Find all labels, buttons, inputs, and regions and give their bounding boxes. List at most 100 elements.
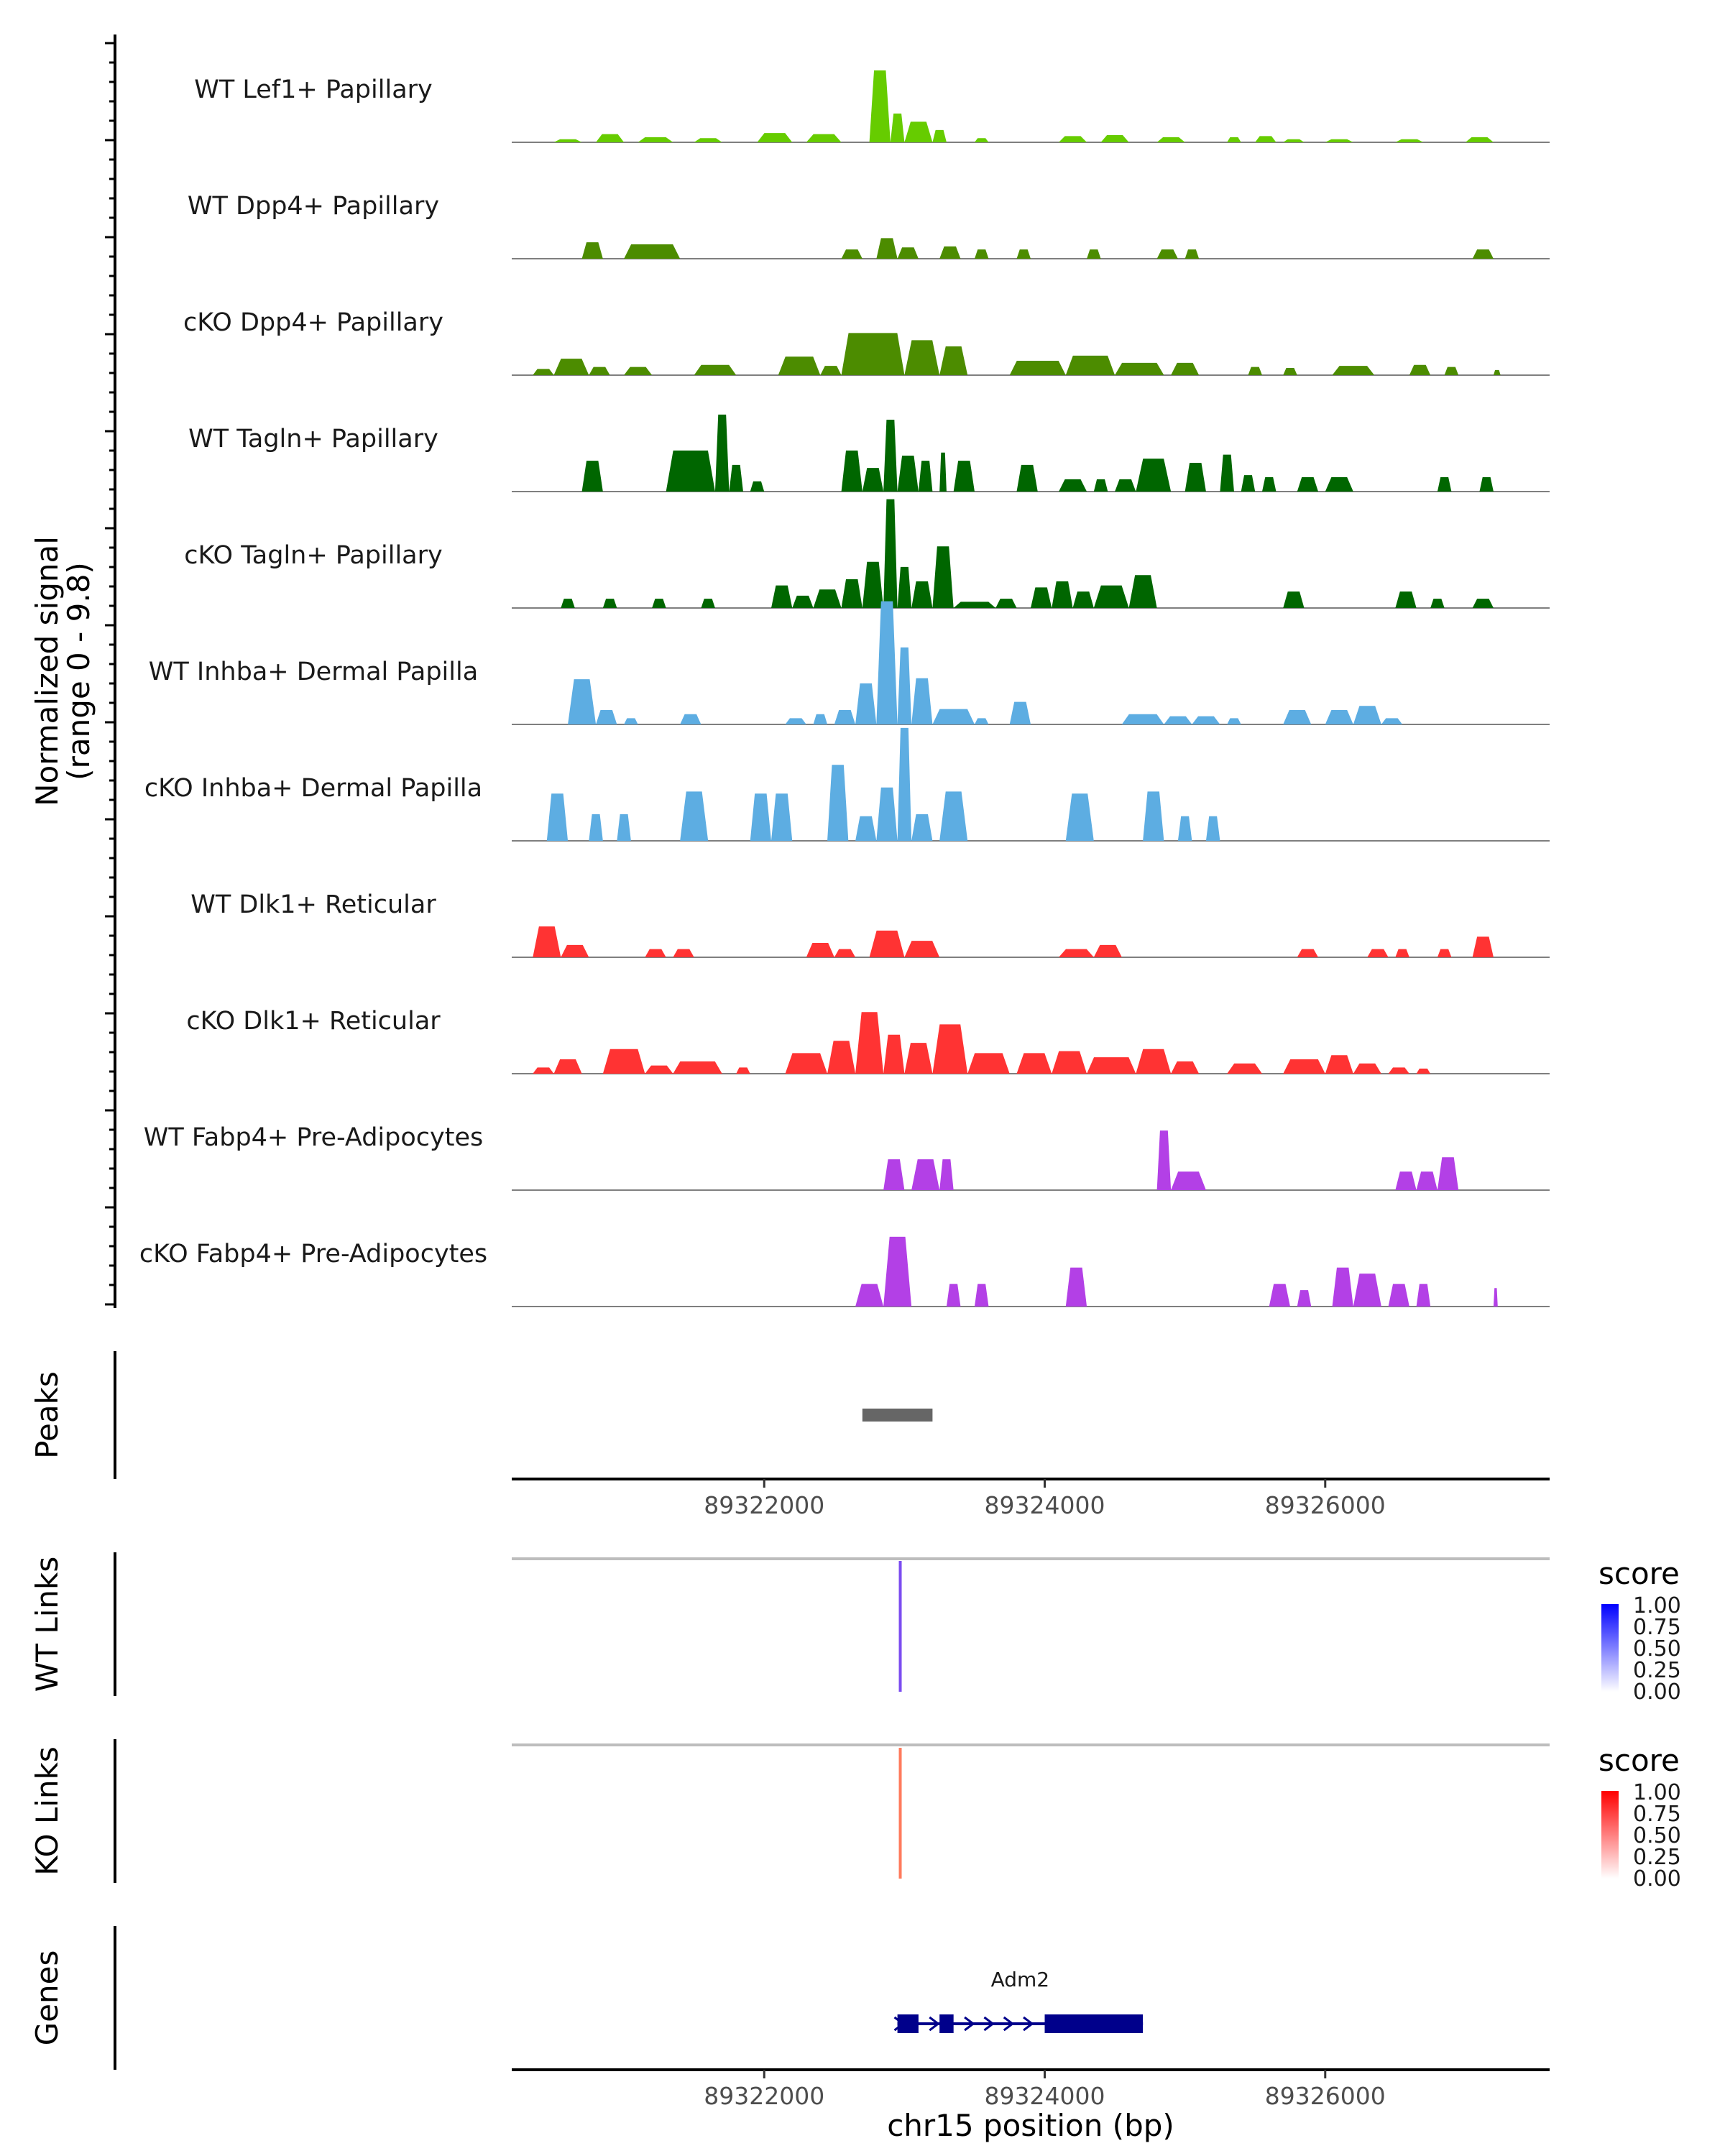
signal-peak bbox=[1171, 1171, 1206, 1190]
signal-peak bbox=[757, 133, 793, 142]
gene-name-label: Adm2 bbox=[991, 1968, 1050, 1991]
x-tick-label: 89322000 bbox=[704, 2082, 824, 2110]
signal-peak bbox=[904, 121, 933, 142]
track-label: WT Lef1+ Papillary bbox=[194, 75, 433, 104]
signal-peak bbox=[1416, 1171, 1438, 1190]
signal-peak bbox=[1227, 718, 1241, 724]
signal-peak bbox=[841, 249, 862, 259]
coverage-track: WT Dpp4+ Papillary bbox=[188, 192, 1550, 259]
ko-legend-title: score bbox=[1598, 1743, 1680, 1778]
gene-exon bbox=[1044, 2014, 1144, 2033]
signal-peak bbox=[680, 791, 709, 841]
signal-peak bbox=[862, 468, 884, 492]
signal-peak bbox=[827, 1041, 856, 1074]
signal-peak bbox=[813, 714, 828, 724]
signal-peak bbox=[581, 242, 603, 259]
signal-peak bbox=[553, 139, 582, 142]
signal-peak bbox=[939, 346, 968, 375]
signal-peak bbox=[904, 340, 940, 375]
signal-peak bbox=[1087, 1057, 1136, 1074]
signal-peak bbox=[1156, 137, 1185, 142]
signal-peak bbox=[806, 943, 834, 957]
wt-legend-title: score bbox=[1598, 1556, 1680, 1591]
signal-peak bbox=[714, 414, 730, 492]
signal-peak bbox=[855, 1284, 884, 1307]
signal-peak bbox=[1430, 599, 1445, 608]
signal-peak bbox=[1052, 1051, 1087, 1074]
signal-peak bbox=[939, 452, 947, 492]
signal-peak bbox=[1395, 1171, 1417, 1190]
signal-peak bbox=[1156, 249, 1178, 259]
signal-peak bbox=[750, 481, 765, 492]
signal-peak bbox=[939, 1159, 954, 1190]
signal-peak bbox=[673, 1061, 722, 1074]
signal-peak bbox=[1072, 591, 1094, 608]
signal-peak bbox=[967, 1053, 1010, 1074]
peak-region bbox=[862, 1409, 933, 1422]
wt-legend-tick: 0.75 bbox=[1633, 1615, 1681, 1640]
signal-peak bbox=[1205, 816, 1220, 841]
signal-peak bbox=[1059, 479, 1087, 492]
signal-peak bbox=[1192, 716, 1220, 724]
signal-peak bbox=[1115, 362, 1164, 375]
signal-peak bbox=[883, 420, 898, 492]
signal-peak bbox=[1332, 1267, 1353, 1307]
coverage-track: WT Inhba+ Dermal Papilla bbox=[149, 601, 1550, 725]
signal-peak bbox=[1269, 1284, 1290, 1307]
strand-arrow bbox=[929, 2016, 940, 2032]
signal-peak bbox=[645, 1065, 673, 1074]
signal-peak bbox=[1177, 816, 1192, 841]
x-tick-label: 89324000 bbox=[985, 2082, 1105, 2110]
signal-peak bbox=[666, 450, 715, 492]
signal-peak bbox=[939, 246, 961, 259]
signal-peak bbox=[1409, 364, 1431, 375]
signal-peak bbox=[1156, 1130, 1172, 1190]
signal-peak bbox=[1493, 369, 1501, 375]
signal-peak bbox=[1143, 791, 1164, 841]
x-axis-bottom-ticks: 89322000 89324000 89326000 bbox=[704, 2070, 1386, 2110]
signal-peak bbox=[1353, 1273, 1381, 1307]
signal-peak bbox=[1164, 716, 1192, 724]
signal-peak bbox=[1248, 367, 1262, 375]
x-axis-top-ticks: 89322000 89324000 89326000 bbox=[704, 1479, 1386, 1519]
signal-peak bbox=[1325, 139, 1353, 142]
wt-legend-colorbar bbox=[1601, 1604, 1619, 1692]
coverage-y-ticks bbox=[105, 42, 115, 1306]
signal-peak bbox=[904, 1043, 933, 1074]
signal-peak bbox=[553, 1059, 582, 1074]
signal-peak bbox=[974, 718, 989, 724]
wt-legend-tick: 0.25 bbox=[1633, 1658, 1681, 1683]
signal-peak bbox=[1297, 949, 1319, 957]
signal-peak bbox=[771, 585, 793, 608]
signal-peak bbox=[1227, 137, 1241, 142]
signal-peak bbox=[883, 1236, 912, 1307]
coverage-ylabel-line1: Normalized signal bbox=[29, 536, 65, 806]
signal-peak bbox=[918, 461, 933, 492]
signal-peak bbox=[1016, 249, 1031, 259]
signal-peak bbox=[1241, 475, 1256, 492]
coverage-track: cKO Dlk1+ Reticular bbox=[186, 1007, 1550, 1074]
signal-peak bbox=[1283, 368, 1297, 375]
signal-peak bbox=[750, 793, 771, 841]
signal-peak bbox=[862, 561, 884, 608]
signal-peak bbox=[1093, 479, 1108, 492]
signal-peak bbox=[1325, 1055, 1353, 1074]
coverage-track: WT Dlk1+ Reticular bbox=[190, 890, 1550, 958]
signal-peak bbox=[785, 1053, 828, 1074]
x-tick-label: 89324000 bbox=[985, 1491, 1105, 1519]
signal-peak bbox=[1479, 477, 1494, 492]
wt-score-legend: score 1.00 0.75 0.50 0.25 0.00 bbox=[1598, 1556, 1681, 1705]
signal-peak bbox=[883, 1034, 905, 1074]
signal-peak bbox=[1093, 585, 1129, 608]
signal-peak bbox=[932, 709, 975, 724]
signal-peak bbox=[1115, 479, 1136, 492]
track-label: cKO Tagln+ Papillary bbox=[184, 541, 443, 570]
ko-legend-tick: 0.75 bbox=[1633, 1802, 1681, 1827]
signal-peak bbox=[932, 546, 954, 608]
coverage-track: WT Lef1+ Papillary bbox=[194, 70, 1550, 143]
signal-peak bbox=[581, 461, 603, 492]
signal-peak bbox=[568, 679, 597, 724]
signal-peak bbox=[841, 450, 862, 492]
signal-peak bbox=[1297, 477, 1319, 492]
